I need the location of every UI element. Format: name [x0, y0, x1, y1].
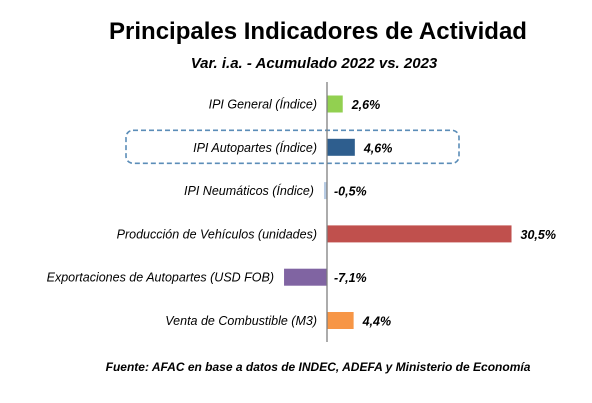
chart-title: Principales Indicadores de Actividad [109, 18, 527, 45]
chart-subtitle: Var. i.a. - Acumulado 2022 vs. 2023 [190, 55, 438, 72]
category-label-ipi-neumaticos-indice: IPI Neumáticos (Índice) [184, 183, 314, 198]
category-label-exportaciones-de-autopartes-usd-fob: Exportaciones de Autopartes (USD FOB) [47, 271, 274, 285]
value-label-exportaciones-de-autopartes-usd-fob: -7,1% [334, 271, 367, 285]
value-label-produccion-de-vehiculos-unidades: 30,5% [521, 228, 556, 242]
bar-exportaciones-de-autopartes-usd-fob [284, 268, 327, 286]
chart-source-note: Fuente: AFAC en base a datos de INDEC, A… [105, 360, 531, 374]
value-label-ipi-neumaticos-indice: -0,5% [334, 185, 367, 199]
category-label-venta-de-combustible-m3: Venta de Combustible (M3) [165, 314, 317, 328]
category-label-produccion-de-vehiculos-unidades: Producción de Vehículos (unidades) [117, 227, 317, 241]
bar-ipi-general-indice [327, 95, 343, 113]
highlight-box [125, 129, 460, 165]
value-label-ipi-autopartes-indice: 4,6% [363, 141, 393, 155]
category-label-ipi-autopartes-indice: IPI Autopartes (Índice) [193, 140, 317, 155]
value-label-venta-de-combustible-m3: 4,4% [362, 315, 392, 329]
value-label-ipi-general-indice: 2,6% [351, 98, 381, 112]
bar-ipi-autopartes-indice [327, 138, 355, 156]
category-label-ipi-general-indice: IPI General (Índice) [209, 97, 317, 112]
bar-produccion-de-vehiculos-unidades [327, 225, 512, 243]
bar-ipi-neumaticos-indice [323, 182, 327, 200]
bar-venta-de-combustible-m3 [327, 312, 354, 329]
